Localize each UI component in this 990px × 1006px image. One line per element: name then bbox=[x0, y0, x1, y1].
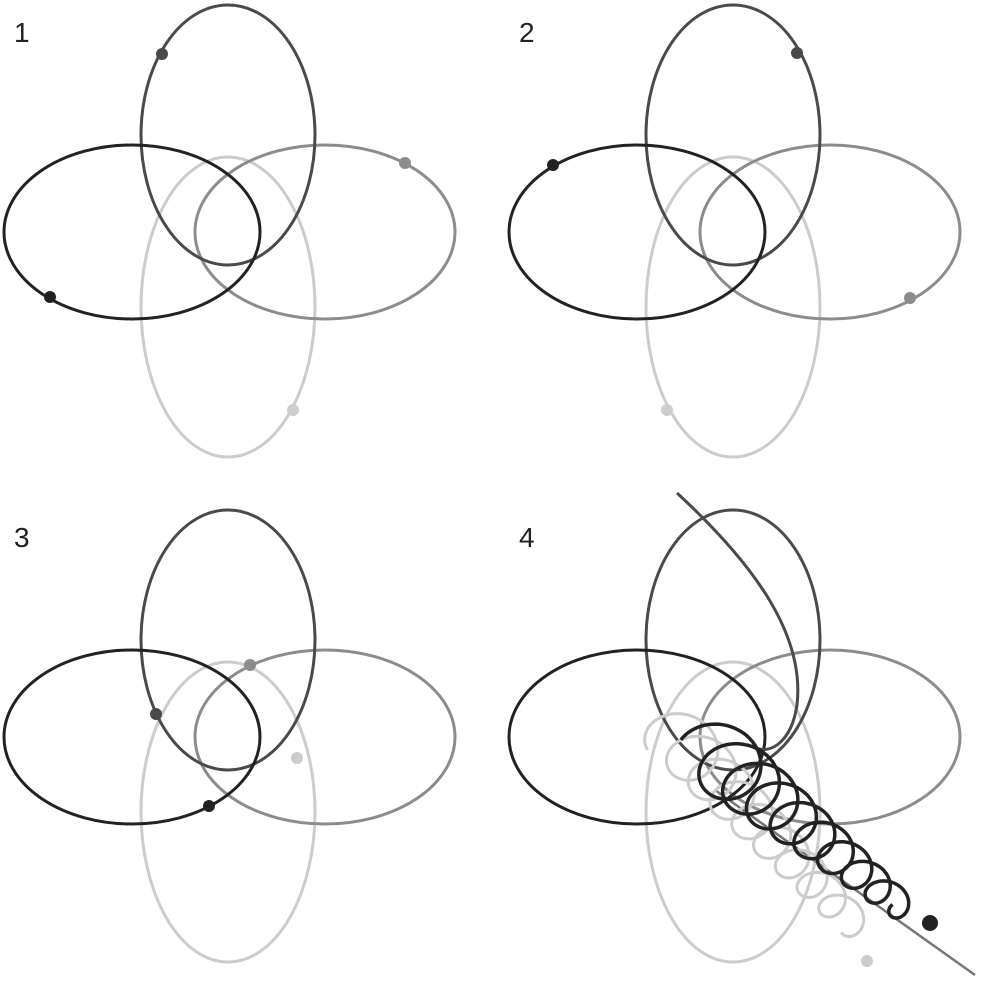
panel-4-orbits bbox=[507, 508, 962, 964]
panel-label-4: 4 bbox=[519, 522, 535, 553]
orbit-bottom bbox=[139, 155, 317, 459]
orbit-bottom bbox=[644, 155, 822, 459]
curved-trajectory bbox=[675, 491, 800, 752]
orbit-right bbox=[193, 648, 457, 826]
spiral-path-dark bbox=[679, 722, 911, 920]
body-bottom bbox=[287, 404, 299, 416]
panel-label-1: 1 bbox=[14, 17, 30, 48]
body-right bbox=[244, 659, 256, 671]
body-right bbox=[399, 157, 411, 169]
orbit-top bbox=[644, 3, 822, 267]
panel-1: 1 bbox=[2, 3, 457, 459]
orbit-left bbox=[507, 648, 767, 826]
panel-2-orbits bbox=[507, 3, 962, 459]
body-dark bbox=[922, 915, 938, 931]
orbit-top bbox=[139, 3, 317, 267]
body-left bbox=[547, 159, 559, 171]
panel-label-3: 3 bbox=[14, 522, 30, 553]
panel-3-orbits bbox=[2, 508, 457, 964]
panel-1-orbits bbox=[2, 3, 457, 459]
body-right bbox=[904, 292, 916, 304]
trajectory-line bbox=[714, 788, 976, 977]
orbit-right bbox=[698, 143, 962, 321]
orbit-right bbox=[193, 143, 457, 321]
orbit-left bbox=[2, 648, 262, 826]
body-left bbox=[44, 291, 56, 303]
body-left bbox=[203, 800, 215, 812]
body-bottom bbox=[291, 752, 303, 764]
orbit-left bbox=[507, 143, 767, 321]
body-bottom bbox=[661, 404, 673, 416]
orbit-top bbox=[139, 508, 317, 772]
orbit-bottom bbox=[644, 660, 822, 964]
panel-label-2: 2 bbox=[519, 17, 535, 48]
body-top bbox=[150, 708, 162, 720]
panel-4: 4 bbox=[507, 491, 976, 977]
orbit-left bbox=[2, 143, 262, 321]
body-light bbox=[861, 955, 873, 967]
panel-3: 3 bbox=[2, 508, 457, 964]
body-top bbox=[791, 47, 803, 59]
body-top bbox=[156, 48, 168, 60]
spiral-path-light bbox=[643, 712, 866, 938]
orbit-bottom bbox=[139, 660, 317, 964]
panel-2: 2 bbox=[507, 3, 962, 459]
